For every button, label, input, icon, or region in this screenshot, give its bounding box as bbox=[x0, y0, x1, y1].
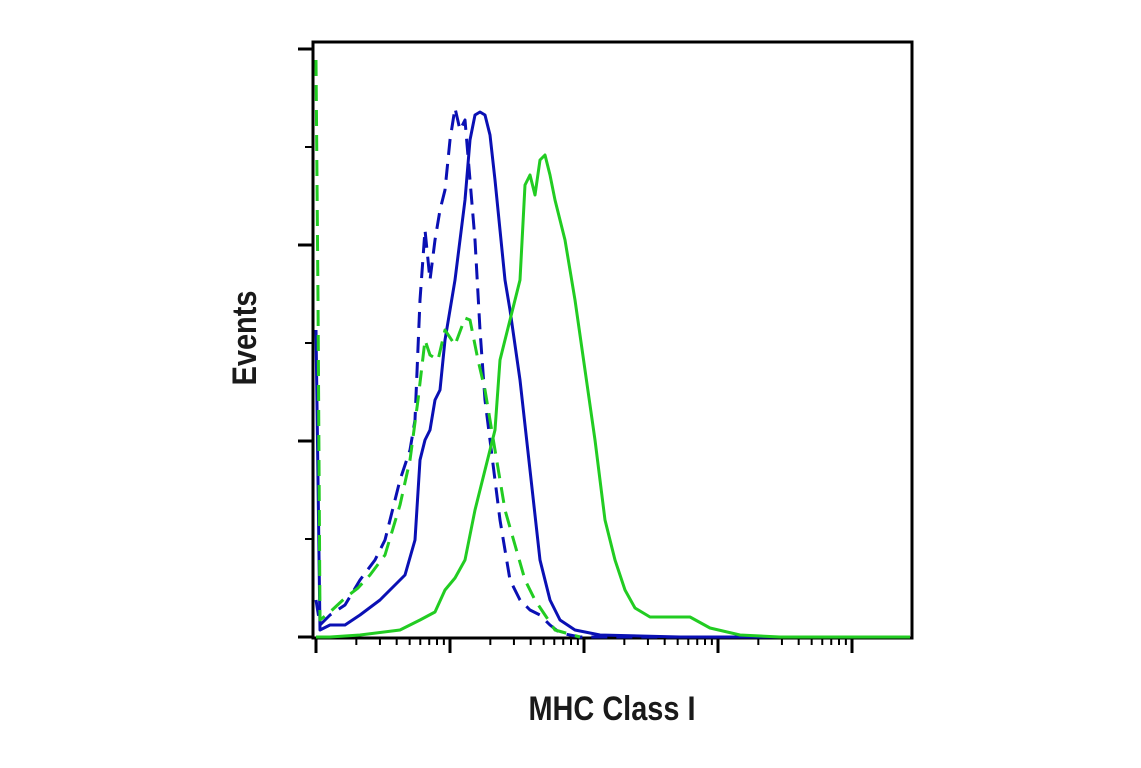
dashed-line bbox=[314, 59, 581, 639]
dashed-line bbox=[314, 106, 910, 639]
solid-line bbox=[314, 110, 910, 639]
plot-frame bbox=[311, 40, 914, 640]
y-axis-label: Events bbox=[225, 291, 264, 386]
x-axis-label: MHC Class I bbox=[529, 689, 696, 728]
solid-line bbox=[316, 153, 910, 639]
